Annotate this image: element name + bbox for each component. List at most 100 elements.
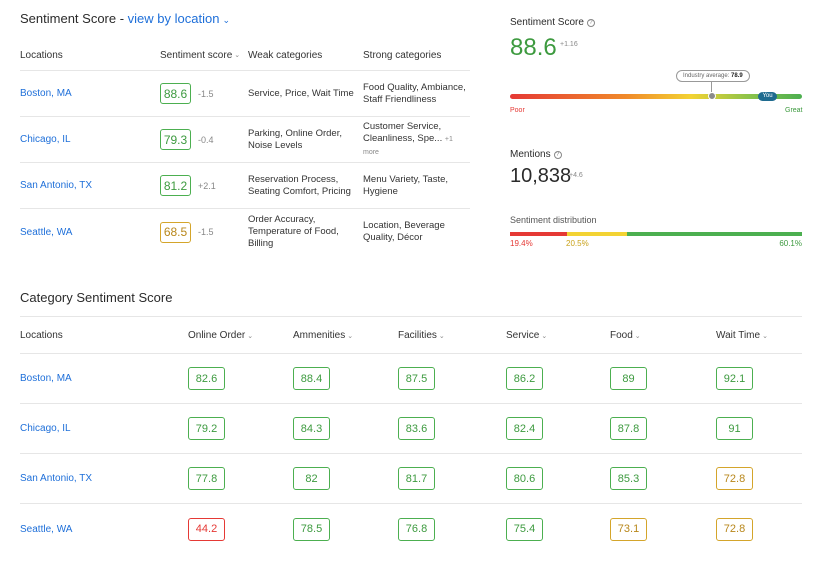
mentions-value: 10,838 bbox=[510, 165, 572, 187]
mentions-delta: +4.6 bbox=[569, 172, 583, 179]
table-row: Chicago, IL 79.3 -0.4 Parking, Online Ord… bbox=[20, 117, 470, 163]
score-delta: -0.4 bbox=[198, 134, 214, 145]
score-badge: 88.6 bbox=[160, 83, 191, 104]
category-score-badge: 81.7 bbox=[398, 467, 435, 490]
strong-categories: Menu Variety, Taste, Hygiene bbox=[363, 173, 449, 197]
score-badge: 81.2 bbox=[160, 175, 191, 196]
location-link[interactable]: Boston, MA bbox=[20, 373, 72, 384]
column-header-strong-categories: Strong categories bbox=[363, 49, 442, 61]
column-header-facilities[interactable]: Facilities ⌄ bbox=[398, 330, 506, 341]
score-badge: 79.3 bbox=[160, 129, 191, 150]
distribution-neutral-segment bbox=[566, 232, 627, 236]
info-icon[interactable]: ? bbox=[586, 19, 595, 27]
category-score-badge: 82.4 bbox=[506, 417, 543, 440]
industry-average-tooltip: Industry average: 78.9 bbox=[676, 70, 750, 82]
sentiment-gauge-bar bbox=[510, 94, 802, 99]
view-by-location-link[interactable]: view by location bbox=[127, 11, 220, 26]
gauge-great-label: Great bbox=[785, 107, 803, 114]
gauge-poor-label: Poor bbox=[510, 107, 525, 114]
weak-categories: Parking, Online Order, Noise Levels bbox=[248, 127, 342, 151]
industry-average-marker bbox=[708, 92, 716, 100]
category-score-badge: 78.5 bbox=[293, 517, 330, 541]
category-sentiment-title: Category Sentiment Score bbox=[20, 290, 173, 305]
category-score-badge: 44.2 bbox=[188, 517, 225, 541]
sentiment-score-label-text: Sentiment Score bbox=[510, 17, 584, 28]
info-icon[interactable]: ? bbox=[553, 151, 562, 159]
industry-average-line bbox=[711, 81, 712, 92]
location-link[interactable]: Chicago, IL bbox=[20, 423, 71, 434]
column-header-label: Food bbox=[610, 329, 633, 341]
location-link[interactable]: San Antonio, TX bbox=[20, 473, 93, 484]
chevron-down-icon[interactable]: ⌄ bbox=[438, 332, 445, 340]
location-link[interactable]: Boston, MA bbox=[20, 88, 72, 99]
chevron-down-icon[interactable]: ⌄ bbox=[222, 15, 230, 25]
category-score-badge: 84.3 bbox=[293, 417, 330, 440]
column-header-label: Online Order bbox=[188, 329, 246, 341]
chevron-down-icon[interactable]: ⌄ bbox=[541, 332, 548, 340]
column-header-service[interactable]: Service ⌄ bbox=[506, 330, 610, 341]
distribution-positive-value: 60.1% bbox=[779, 239, 802, 248]
category-score-badge: 72.8 bbox=[716, 517, 753, 541]
sentiment-score-delta: +1.16 bbox=[560, 41, 578, 48]
category-score-badge: 85.3 bbox=[610, 467, 647, 490]
category-score-badge: 92.1 bbox=[716, 367, 753, 390]
category-score-badge: 87.5 bbox=[398, 367, 435, 390]
industry-average-value: 78.9 bbox=[731, 73, 743, 79]
table-row: San Antonio, TX 77.8 82 81.7 80.6 85.3 7… bbox=[20, 454, 802, 504]
column-header-label: Facilities bbox=[398, 329, 437, 341]
location-link[interactable]: Chicago, IL bbox=[20, 134, 71, 145]
chevron-down-icon[interactable]: ⌄ bbox=[234, 52, 241, 59]
table-row: Boston, MA 88.6 -1.5 Service, Price, Wait… bbox=[20, 71, 470, 117]
score-badge: 68.5 bbox=[160, 221, 191, 243]
column-header-food[interactable]: Food ⌄ bbox=[610, 330, 716, 341]
table-row: Seattle, WA 68.5 -1.5 Order Accuracy, Tem… bbox=[20, 209, 470, 255]
table-row: Boston, MA 82.6 88.4 87.5 86.2 89 92.1 bbox=[20, 354, 802, 404]
distribution-positive-segment bbox=[626, 232, 802, 236]
category-score-badge: 88.4 bbox=[293, 367, 330, 390]
distribution-negative-segment bbox=[510, 232, 567, 236]
weak-categories: Order Accuracy, Temperature of Food, Bil… bbox=[248, 214, 339, 249]
strong-categories: Location, Beverage Quality, Décor bbox=[363, 220, 445, 243]
table-row: Chicago, IL 79.2 84.3 83.6 82.4 87.8 91 bbox=[20, 404, 802, 454]
header-title: Sentiment Score - bbox=[20, 11, 125, 26]
location-link[interactable]: San Antonio, TX bbox=[20, 180, 93, 191]
column-header-label: Sentiment score bbox=[160, 49, 233, 61]
table-row: Seattle, WA 44.2 78.5 76.8 75.4 73.1 72.… bbox=[20, 504, 802, 554]
distribution-label: Sentiment distribution bbox=[510, 215, 597, 225]
category-score-badge: 83.6 bbox=[398, 417, 435, 440]
sentiment-score-label: Sentiment Score? bbox=[510, 17, 595, 28]
table-header: Locations Online Order ⌄ Ammenities ⌄ Faci… bbox=[20, 317, 802, 354]
location-link[interactable]: Seattle, WA bbox=[20, 226, 73, 238]
distribution-neutral-value: 20.5% bbox=[566, 239, 589, 248]
category-score-badge: 82 bbox=[293, 467, 330, 490]
category-score-badge: 77.8 bbox=[188, 467, 225, 490]
sentiment-score-value: 88.6 bbox=[510, 34, 557, 61]
column-header-ammenities[interactable]: Ammenities ⌄ bbox=[293, 330, 398, 341]
column-header-online-order[interactable]: Online Order ⌄ bbox=[188, 330, 293, 341]
column-header-wait-time[interactable]: Wait Time ⌄ bbox=[716, 330, 802, 341]
location-link[interactable]: Seattle, WA bbox=[20, 523, 73, 535]
mentions-label-text: Mentions bbox=[510, 149, 551, 160]
category-score-badge: 76.8 bbox=[398, 517, 435, 541]
more-link[interactable]: +1 more bbox=[363, 135, 453, 156]
strong-categories: Food Quality, Ambiance, Staff Friendline… bbox=[363, 81, 466, 105]
score-delta: -1.5 bbox=[198, 227, 214, 237]
location-sentiment-table: Locations Sentiment score ⌄ Weak categori… bbox=[20, 40, 470, 255]
category-score-badge: 79.2 bbox=[188, 417, 225, 440]
category-score-badge: 87.8 bbox=[610, 417, 647, 440]
strong-categories: Customer Service, Cleanliness, Spe... +1… bbox=[363, 121, 470, 159]
industry-average-label: Industry average: bbox=[683, 73, 730, 79]
chevron-down-icon[interactable]: ⌄ bbox=[247, 332, 254, 340]
chevron-down-icon[interactable]: ⌄ bbox=[634, 332, 641, 340]
column-header-label: Wait Time bbox=[716, 329, 761, 341]
category-score-badge: 73.1 bbox=[610, 517, 647, 541]
table-header: Locations Sentiment score ⌄ Weak categori… bbox=[20, 40, 470, 71]
column-header-sentiment-score[interactable]: Sentiment score ⌄ bbox=[160, 50, 248, 61]
chevron-down-icon[interactable]: ⌄ bbox=[347, 332, 354, 340]
category-score-badge: 82.6 bbox=[188, 367, 225, 390]
weak-categories: Reservation Process, Seating Comfort, Pr… bbox=[248, 173, 351, 197]
strong-categories-text: Customer Service, Cleanliness, Spe... bbox=[363, 120, 443, 144]
mentions-label: Mentions? bbox=[510, 149, 562, 160]
chevron-down-icon[interactable]: ⌄ bbox=[762, 332, 768, 340]
category-sentiment-table: Locations Online Order ⌄ Ammenities ⌄ Faci… bbox=[20, 316, 802, 554]
